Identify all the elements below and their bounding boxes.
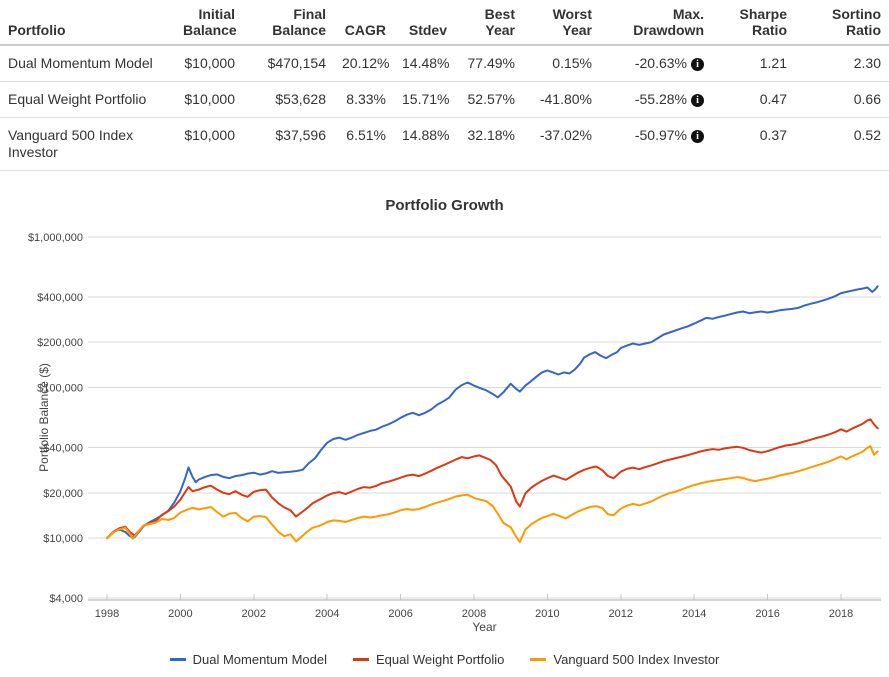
legend-label: Dual Momentum Model xyxy=(192,651,327,667)
cell-cagr: 20.12% xyxy=(334,45,394,82)
x-tick-label: 2000 xyxy=(168,608,192,620)
cell-cagr: 8.33% xyxy=(334,81,394,118)
cell-worst_year: -41.80% xyxy=(523,81,600,118)
cell-final_balance: $470,154 xyxy=(243,45,334,82)
cell-portfolio: Equal Weight Portfolio xyxy=(0,81,175,118)
max-drawdown-info-icon[interactable]: i xyxy=(691,58,704,71)
chart-plot-area: $4,000 $10,000 $20,000 $40,000 $100,000 $200,… xyxy=(28,232,881,634)
series-line-dual-momentum-model xyxy=(106,285,879,540)
cell-best_year: 77.49% xyxy=(455,45,523,82)
column-header-cagr: CAGR xyxy=(334,0,394,46)
cell-max_drawdown: -55.28% i xyxy=(600,81,712,118)
legend-item-vanguard-500-index-investor: Vanguard 500 Index Investor xyxy=(530,652,719,667)
table-header-row: Portfolio Initial Balance Final Balance CAG… xyxy=(0,0,889,46)
cell-sortino_ratio: 0.52 xyxy=(795,117,889,171)
chart-legend: Dual Momentum Model Equal Weight Portfoli… xyxy=(0,649,889,669)
y-tick-label: $400,000 xyxy=(37,292,83,304)
legend-line-marker xyxy=(353,657,369,661)
cell-portfolio: Vanguard 500 Index Investor xyxy=(0,117,175,171)
y-tick-label: $100,000 xyxy=(37,383,83,395)
column-header-initial_balance: Initial Balance xyxy=(175,0,243,46)
legend-label: Equal Weight Portfolio xyxy=(376,651,505,667)
x-tick-label: 2004 xyxy=(315,608,339,620)
x-tick-label: 2002 xyxy=(242,608,266,620)
x-tick-label: 2012 xyxy=(609,608,633,620)
cell-portfolio: Dual Momentum Model xyxy=(0,45,175,82)
column-header-portfolio: Portfolio xyxy=(0,0,175,46)
cell-sharpe_ratio: 1.21 xyxy=(712,45,795,82)
legend-line-marker xyxy=(530,657,547,661)
legend-item-dual-momentum-model: Dual Momentum Model xyxy=(169,651,327,667)
table-header: Portfolio Initial Balance Final Balance CAG… xyxy=(0,0,889,46)
legend-item-equal-weight-portfolio: Equal Weight Portfolio xyxy=(353,652,504,667)
cell-stdev: 15.71% xyxy=(394,81,455,118)
column-header-stdev: Stdev xyxy=(394,0,455,46)
x-tick-label: 1998 xyxy=(95,608,119,620)
cell-best_year: 32.18% xyxy=(455,117,523,171)
cell-sharpe_ratio: 0.47 xyxy=(712,81,795,118)
table-body: Dual Momentum Model $10,000 $470,154 20.12%… xyxy=(0,45,889,171)
x-tick-label: 2014 xyxy=(682,608,706,620)
y-tick-label: $4,000 xyxy=(49,593,83,605)
column-header-worst_year: Worst Year xyxy=(523,0,600,46)
legend-label: Vanguard 500 Index Investor xyxy=(553,651,720,667)
cell-max_drawdown: -20.63% i xyxy=(600,45,712,82)
column-header-sortino_ratio: Sortino Ratio xyxy=(795,0,889,46)
table-row: Vanguard 500 Index Investor $10,000 $37,59… xyxy=(0,117,889,171)
cell-max_drawdown: -50.97% i xyxy=(600,117,712,171)
max-drawdown-info-icon[interactable]: i xyxy=(691,94,704,107)
y-axis-title: Portfolio Balance ($) xyxy=(37,363,51,472)
column-header-max_drawdown: Max. Drawdown xyxy=(600,0,712,46)
cell-worst_year: -37.02% xyxy=(523,117,600,171)
table-row: Dual Momentum Model $10,000 $470,154 20.12%… xyxy=(0,45,889,82)
max-drawdown-info-icon[interactable]: i xyxy=(691,130,704,143)
x-tick-label: 2006 xyxy=(388,608,412,620)
cell-worst_year: 0.15% xyxy=(523,45,600,82)
x-tick-label: 2008 xyxy=(462,608,486,620)
cell-initial_balance: $10,000 xyxy=(175,117,243,171)
cell-initial_balance: $10,000 xyxy=(175,45,243,82)
cell-initial_balance: $10,000 xyxy=(175,81,243,118)
column-header-final_balance: Final Balance xyxy=(243,0,334,46)
chart-title: Portfolio Growth xyxy=(385,197,504,214)
cell-sortino_ratio: 0.66 xyxy=(795,81,889,118)
cell-best_year: 52.57% xyxy=(455,81,523,118)
table-row: Equal Weight Portfolio $10,000 $53,628 8.33… xyxy=(0,81,889,118)
performance-summary-table: Portfolio Initial Balance Final Balance CAG… xyxy=(0,0,889,171)
x-tick-label: 2018 xyxy=(829,608,853,620)
y-tick-label: $10,000 xyxy=(43,533,83,545)
y-tick-label: $1,000,000 xyxy=(28,232,83,244)
cell-sharpe_ratio: 0.37 xyxy=(712,117,795,171)
y-tick-label: $40,000 xyxy=(43,442,83,454)
cell-sortino_ratio: 2.30 xyxy=(795,45,889,82)
x-axis-title: Year xyxy=(472,620,496,634)
cell-final_balance: $53,628 xyxy=(243,81,334,118)
column-header-best_year: Best Year xyxy=(455,0,523,46)
portfolio-growth-chart: Portfolio Growth $4,000 $10,000 $20,000 $40… xyxy=(0,197,889,669)
series-line-vanguard-500-index-investor xyxy=(106,445,879,544)
legend-line-marker xyxy=(169,657,186,661)
cell-final_balance: $37,596 xyxy=(243,117,334,171)
series-line-equal-weight-portfolio xyxy=(106,418,879,540)
y-tick-label: $20,000 xyxy=(43,488,83,500)
y-tick-label: $200,000 xyxy=(37,337,83,349)
cell-cagr: 6.51% xyxy=(334,117,394,171)
x-tick-label: 2010 xyxy=(535,608,559,620)
column-header-sharpe_ratio: Sharpe Ratio xyxy=(712,0,795,46)
cell-stdev: 14.88% xyxy=(394,117,455,171)
cell-stdev: 14.48% xyxy=(394,45,455,82)
x-tick-label: 2016 xyxy=(755,608,779,620)
